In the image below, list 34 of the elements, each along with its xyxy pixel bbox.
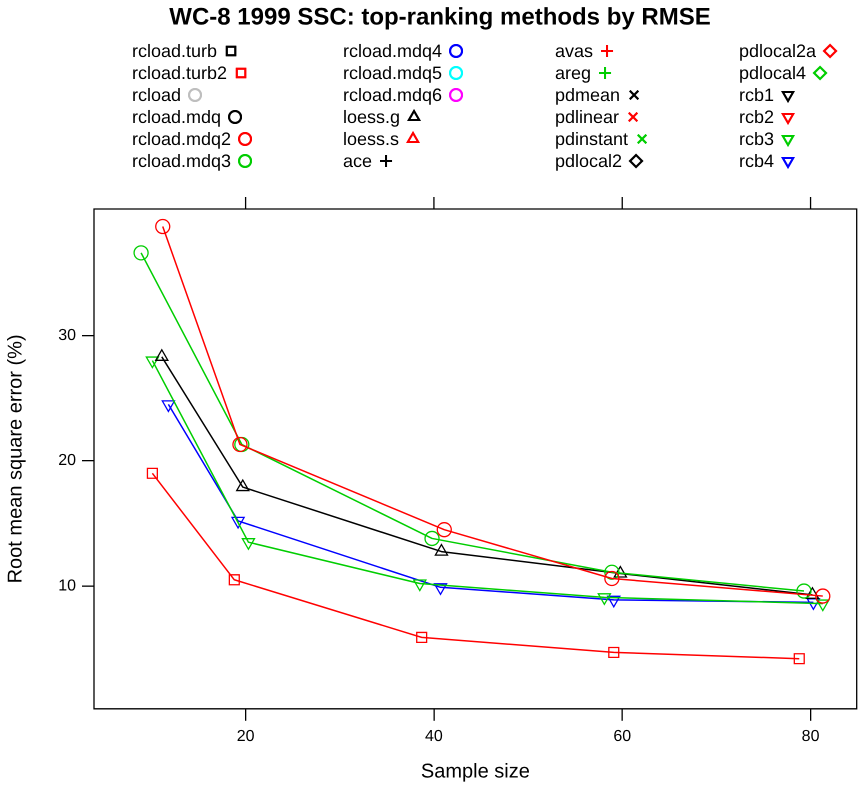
x-tick-label: 60 bbox=[613, 728, 632, 745]
legend-label: loess.g bbox=[343, 106, 400, 127]
legend-label: rcload.turb bbox=[132, 40, 218, 61]
legend-label: pdlocal2 bbox=[555, 150, 622, 171]
legend-label: pdlinear bbox=[555, 106, 620, 127]
legend-label: rcb2 bbox=[739, 106, 774, 127]
legend-label: ace bbox=[343, 150, 372, 171]
x-axis-title: Sample size bbox=[420, 760, 530, 783]
legend-label: loess.s bbox=[343, 128, 400, 149]
y-tick-label: 20 bbox=[58, 452, 76, 470]
legend-label: rcb1 bbox=[739, 84, 774, 105]
legend-label: areg bbox=[555, 62, 592, 83]
legend-label: rcload.mdq bbox=[132, 106, 222, 127]
legend-label: pdlocal4 bbox=[739, 62, 806, 83]
x-tick-label: 80 bbox=[802, 728, 820, 745]
legend-label: rcb3 bbox=[739, 128, 774, 149]
legend-label: rcload.mdq5 bbox=[343, 62, 442, 83]
legend-label: rcb4 bbox=[739, 150, 774, 171]
x-tick-label: 40 bbox=[425, 728, 443, 745]
legend-label: rcload.mdq3 bbox=[132, 150, 232, 171]
y-tick-label: 10 bbox=[58, 577, 76, 594]
x-tick-label: 20 bbox=[236, 728, 255, 745]
legend-label: rcload.mdq4 bbox=[343, 40, 442, 61]
chart-title: WC-8 1999 SSC: top-ranking methods by RMSE bbox=[169, 4, 711, 31]
legend-label: rcload.mdq2 bbox=[132, 128, 232, 149]
legend-label: rcload.mdq6 bbox=[343, 84, 442, 105]
legend-label: rcload.turb2 bbox=[132, 62, 228, 83]
legend-label: pdlocal2a bbox=[739, 40, 818, 61]
legend-label: pdinstant bbox=[555, 128, 628, 149]
y-tick-label: 30 bbox=[58, 326, 76, 344]
legend-label: avas bbox=[555, 40, 594, 61]
legend-label: rcload bbox=[132, 84, 182, 105]
y-axis-title: Root mean square error (%) bbox=[4, 334, 27, 584]
legend-label: pdmean bbox=[555, 84, 620, 105]
